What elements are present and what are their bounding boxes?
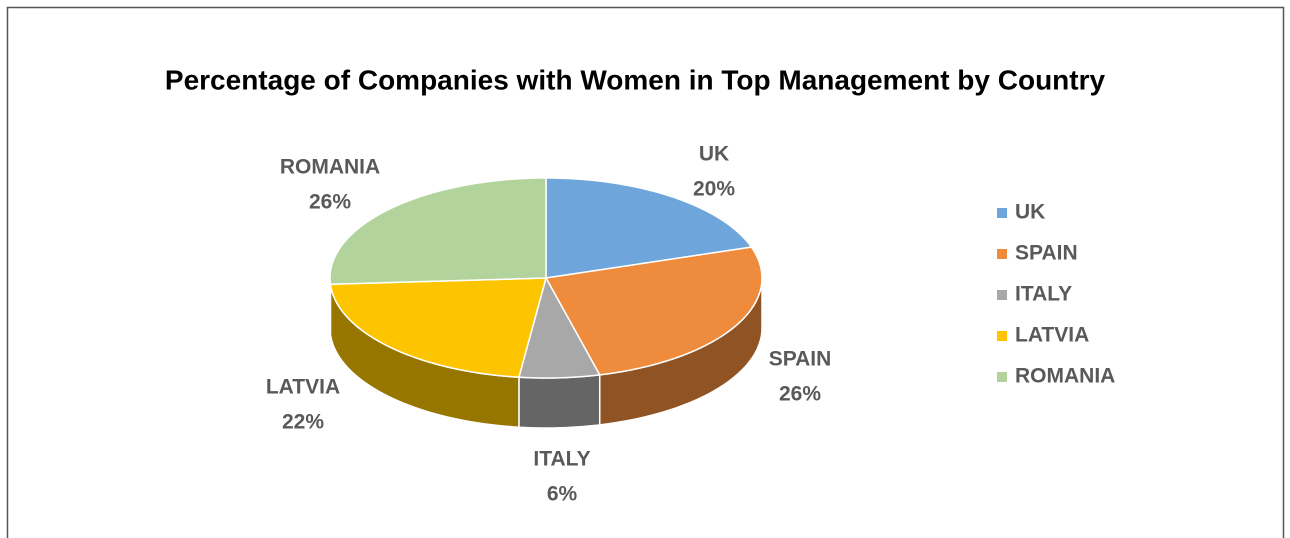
data-label-value: 26% xyxy=(309,191,351,214)
legend-swatch xyxy=(997,208,1007,218)
data-label-name: ITALY xyxy=(533,448,590,471)
pie-slice xyxy=(517,276,601,379)
data-label-name: SPAIN xyxy=(769,348,832,371)
pie-slice xyxy=(329,277,547,378)
legend: UK SPAIN ITALY LATVIA ROMANIA xyxy=(997,201,1115,388)
pie-tops xyxy=(329,177,763,379)
data-label-name: LATVIA xyxy=(266,376,340,399)
legend-label: SPAIN xyxy=(1015,242,1078,265)
legend-swatch xyxy=(997,372,1007,382)
data-labels: UK 20% SPAIN 26% ITALY 6% LATVIA 22% ROMANIA 26% xyxy=(266,143,831,506)
data-label-value: 22% xyxy=(282,411,324,434)
legend-label: ROMANIA xyxy=(1015,365,1115,388)
data-label-name: UK xyxy=(699,143,729,166)
chart-title: Percentage of Companies with Women in To… xyxy=(165,64,1106,95)
pie-slice xyxy=(545,177,753,279)
legend-swatch xyxy=(997,249,1007,259)
data-label-name: ROMANIA xyxy=(280,156,380,179)
legend-label: ITALY xyxy=(1015,283,1072,306)
data-label-value: 26% xyxy=(779,383,821,406)
data-label-value: 20% xyxy=(693,178,735,201)
legend-label: UK xyxy=(1015,201,1045,224)
pie-slice xyxy=(544,246,763,376)
legend-swatch xyxy=(997,331,1007,341)
pie-side xyxy=(518,374,601,429)
legend-swatch xyxy=(997,290,1007,300)
frame xyxy=(6,6,1285,538)
data-label-value: 6% xyxy=(547,483,578,506)
pie-slice xyxy=(329,177,547,286)
legend-label: LATVIA xyxy=(1015,324,1089,347)
